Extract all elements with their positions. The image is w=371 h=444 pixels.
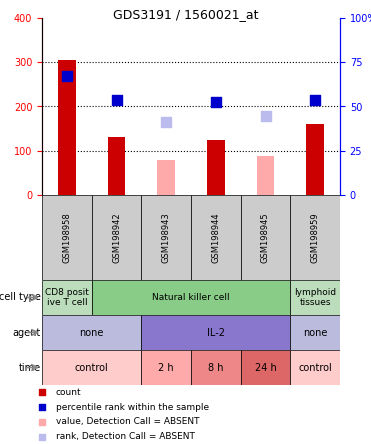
Text: IL-2: IL-2 [207, 328, 225, 337]
Bar [108, 138, 125, 195]
FancyBboxPatch shape [191, 195, 241, 280]
Text: 2 h: 2 h [158, 362, 174, 373]
Text: 8 h: 8 h [208, 362, 224, 373]
FancyBboxPatch shape [241, 195, 290, 280]
Point [114, 96, 119, 103]
FancyBboxPatch shape [92, 195, 141, 280]
Point [39, 433, 45, 440]
FancyBboxPatch shape [290, 315, 340, 350]
Text: GSM198942: GSM198942 [112, 212, 121, 263]
Point [312, 96, 318, 103]
Bar [207, 140, 224, 195]
Text: lymphoid
tissues: lymphoid tissues [294, 288, 336, 307]
Text: agent: agent [13, 328, 41, 337]
FancyBboxPatch shape [191, 350, 241, 385]
Point [263, 113, 269, 120]
FancyBboxPatch shape [241, 350, 290, 385]
Point [39, 389, 45, 396]
Text: percentile rank within the sample: percentile rank within the sample [56, 403, 209, 412]
Text: cell type: cell type [0, 293, 41, 302]
FancyBboxPatch shape [290, 350, 340, 385]
Text: control: control [75, 362, 109, 373]
FancyBboxPatch shape [42, 350, 141, 385]
Point [163, 119, 169, 126]
Point [39, 404, 45, 411]
FancyBboxPatch shape [290, 280, 340, 315]
FancyBboxPatch shape [290, 195, 340, 280]
Text: GSM198944: GSM198944 [211, 212, 220, 263]
Text: GSM198945: GSM198945 [261, 212, 270, 263]
Text: none: none [303, 328, 327, 337]
Text: value, Detection Call = ABSENT: value, Detection Call = ABSENT [56, 417, 200, 426]
Text: GSM198959: GSM198959 [311, 212, 320, 263]
Bar [157, 159, 175, 195]
FancyBboxPatch shape [92, 280, 290, 315]
FancyBboxPatch shape [42, 195, 92, 280]
Text: time: time [19, 362, 41, 373]
Bar [58, 60, 76, 195]
Point [64, 72, 70, 79]
FancyBboxPatch shape [141, 195, 191, 280]
Bar [306, 124, 324, 195]
Text: GSM198958: GSM198958 [62, 212, 71, 263]
Text: GSM198943: GSM198943 [162, 212, 171, 263]
Text: control: control [298, 362, 332, 373]
FancyBboxPatch shape [42, 315, 141, 350]
Bar [257, 156, 274, 195]
Text: none: none [79, 328, 104, 337]
Text: GDS3191 / 1560021_at: GDS3191 / 1560021_at [113, 8, 258, 21]
Text: CD8 posit
ive T cell: CD8 posit ive T cell [45, 288, 89, 307]
FancyBboxPatch shape [42, 280, 92, 315]
Text: count: count [56, 388, 82, 397]
FancyBboxPatch shape [141, 350, 191, 385]
Text: Natural killer cell: Natural killer cell [152, 293, 230, 302]
Text: rank, Detection Call = ABSENT: rank, Detection Call = ABSENT [56, 432, 195, 441]
Point [213, 99, 219, 106]
Text: 24 h: 24 h [255, 362, 276, 373]
FancyBboxPatch shape [141, 315, 290, 350]
Point [39, 418, 45, 425]
